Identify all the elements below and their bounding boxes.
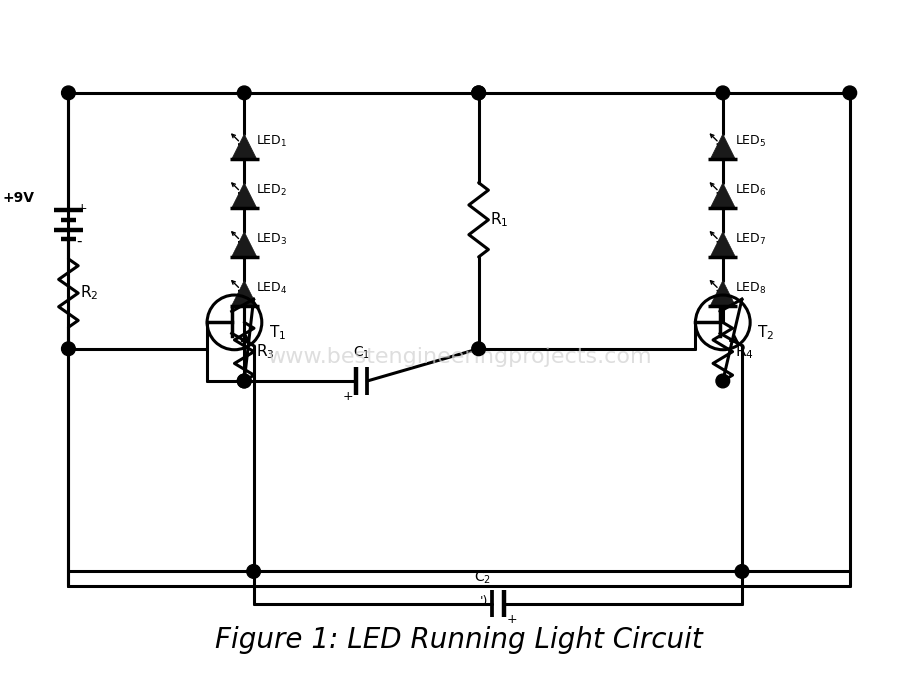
Text: LED$_3$: LED$_3$: [256, 232, 287, 247]
Text: '): '): [480, 595, 489, 608]
Circle shape: [238, 374, 251, 388]
Text: -: -: [76, 234, 82, 249]
Text: T$_2$: T$_2$: [757, 323, 774, 341]
Polygon shape: [232, 183, 256, 208]
Polygon shape: [710, 232, 735, 257]
Circle shape: [716, 86, 730, 100]
Text: +: +: [506, 613, 517, 626]
Text: R$_3$: R$_3$: [256, 343, 274, 361]
Text: +9V: +9V: [2, 192, 34, 205]
Circle shape: [61, 342, 76, 355]
Circle shape: [247, 565, 260, 578]
Text: R$_2$: R$_2$: [80, 284, 99, 303]
Text: +: +: [342, 390, 353, 403]
Text: Figure 1: LED Running Light Circuit: Figure 1: LED Running Light Circuit: [215, 626, 703, 654]
Circle shape: [238, 86, 251, 100]
Text: LED$_1$: LED$_1$: [256, 134, 287, 149]
Circle shape: [472, 86, 485, 100]
Text: LED$_5$: LED$_5$: [734, 134, 766, 149]
Polygon shape: [710, 134, 735, 159]
Text: www.bestengineeringprojects.com: www.bestengineeringprojects.com: [266, 347, 652, 366]
Circle shape: [61, 86, 76, 100]
Text: C$_1$: C$_1$: [353, 345, 370, 362]
Polygon shape: [232, 281, 256, 305]
Polygon shape: [710, 281, 735, 305]
Circle shape: [735, 565, 749, 578]
Text: LED$_4$: LED$_4$: [256, 281, 287, 296]
Text: R$_1$: R$_1$: [491, 211, 508, 230]
Polygon shape: [710, 183, 735, 208]
Polygon shape: [232, 232, 256, 257]
Text: LED$_6$: LED$_6$: [734, 183, 766, 198]
Text: LED$_7$: LED$_7$: [734, 232, 766, 247]
Text: C$_2$: C$_2$: [473, 569, 491, 586]
Text: +: +: [76, 202, 87, 215]
Circle shape: [472, 342, 485, 355]
Polygon shape: [232, 134, 256, 159]
Text: R$_4$: R$_4$: [734, 343, 753, 361]
Circle shape: [843, 86, 857, 100]
Circle shape: [716, 374, 730, 388]
Text: LED$_2$: LED$_2$: [256, 183, 287, 198]
Circle shape: [472, 86, 485, 100]
Text: T$_1$: T$_1$: [268, 323, 286, 341]
Text: LED$_8$: LED$_8$: [734, 281, 766, 296]
Circle shape: [238, 374, 251, 388]
